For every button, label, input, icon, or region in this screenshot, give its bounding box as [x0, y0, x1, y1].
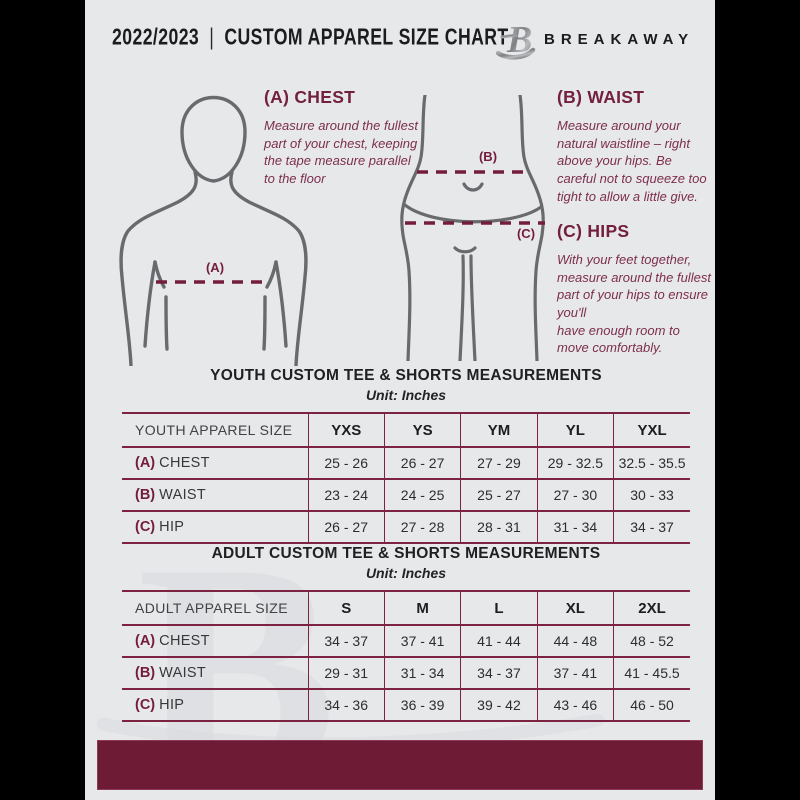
row-label: (C) HIP	[135, 519, 185, 535]
size-cell: 46 - 50	[613, 689, 690, 721]
hips-heading: (C) HIPS	[557, 221, 630, 241]
size-cell: 32.5 - 35.5	[613, 447, 690, 479]
youth-section: YOUTH CUSTOM TEE & SHORTS MEASUREMENTS U…	[122, 367, 690, 544]
waist-body-text: Measure around your natural waistline – …	[557, 118, 707, 204]
size-chart-page: B 2022/2023 | CUSTOM APPAREL SIZE CHART B …	[85, 0, 715, 800]
table-row: (C) HIP 26 - 27 27 - 28 28 - 31 31 - 34 …	[122, 511, 690, 543]
youth-size-table: YOUTH APPAREL SIZE YXS YS YM YL YXL (A) …	[122, 412, 690, 544]
column-header: YL	[536, 413, 614, 447]
row-label: (B) WAIST	[135, 665, 207, 681]
row-label: (A) CHEST	[135, 455, 210, 471]
size-cell: 34 - 36	[307, 689, 385, 721]
chest-instructions: (A) CHEST Measure around the fullest par…	[264, 87, 419, 188]
column-header: M	[383, 591, 461, 625]
size-cell: 24 - 25	[383, 479, 461, 511]
size-cell: 44 - 48	[536, 625, 614, 657]
title-text: CUSTOM APPAREL SIZE CHART	[224, 25, 509, 50]
column-header: L	[460, 591, 538, 625]
size-cell: 41 - 45.5	[613, 657, 690, 689]
table-row: (B) WAIST 29 - 31 31 - 34 34 - 37 37 - 4…	[122, 657, 690, 689]
chest-marker-label: (A)	[205, 260, 225, 275]
lower-body-figure	[400, 95, 545, 361]
upper-body-figure	[119, 96, 308, 366]
column-header: YM	[460, 413, 538, 447]
waist-marker-label: (B)	[478, 149, 498, 164]
page-title: 2022/2023 | CUSTOM APPAREL SIZE CHART	[112, 25, 509, 51]
table-row: (A) CHEST 25 - 26 26 - 27 27 - 29 29 - 3…	[122, 447, 690, 479]
column-header: XL	[536, 591, 614, 625]
column-header: YXL	[613, 413, 690, 447]
size-cell: 34 - 37	[307, 625, 385, 657]
size-cell: 37 - 41	[536, 657, 614, 689]
size-cell: 25 - 26	[307, 447, 385, 479]
size-cell: 26 - 27	[307, 511, 385, 543]
size-cell: 29 - 32.5	[536, 447, 614, 479]
size-cell: 29 - 31	[307, 657, 385, 689]
size-cell: 23 - 24	[307, 479, 385, 511]
size-cell: 39 - 42	[460, 689, 538, 721]
chest-heading: (A) CHEST	[264, 87, 356, 107]
hips-body-text: With your feet together, measure around …	[557, 252, 711, 356]
row-label: (C) HIP	[135, 697, 185, 713]
waist-heading: (B) WAIST	[557, 87, 645, 107]
table-row: (C) HIP 34 - 36 36 - 39 39 - 42 43 - 46 …	[122, 689, 690, 721]
adult-section: ADULT CUSTOM TEE & SHORTS MEASUREMENTS U…	[122, 545, 690, 722]
column-header: YS	[383, 413, 461, 447]
adult-table-title: ADULT CUSTOM TEE & SHORTS MEASUREMENTS	[211, 545, 601, 562]
breakaway-b-logo-icon: B	[496, 19, 536, 61]
size-cell: 31 - 34	[536, 511, 614, 543]
adult-size-table: ADULT APPAREL SIZE S M L XL 2XL (A) CHES…	[122, 590, 690, 722]
brand-name: BREAKAWAY	[544, 31, 695, 48]
size-cell: 34 - 37	[460, 657, 538, 689]
size-cell: 43 - 46	[536, 689, 614, 721]
hips-instructions: (C) HIPS With your feet together, measur…	[557, 221, 715, 357]
size-cell: 30 - 33	[613, 479, 690, 511]
size-cell: 26 - 27	[383, 447, 461, 479]
youth-table-unit: Unit: Inches	[365, 387, 447, 403]
column-header: ADULT APPAREL SIZE	[135, 600, 288, 616]
size-cell: 27 - 29	[460, 447, 538, 479]
title-divider: |	[209, 25, 215, 50]
hip-marker-label: (C)	[516, 226, 536, 241]
column-header: S	[307, 591, 385, 625]
size-cell: 37 - 41	[383, 625, 461, 657]
size-cell: 36 - 39	[383, 689, 461, 721]
column-header: YOUTH APPAREL SIZE	[135, 422, 293, 438]
size-cell: 28 - 31	[460, 511, 538, 543]
table-header-row: ADULT APPAREL SIZE S M L XL 2XL	[122, 591, 690, 625]
row-label: (A) CHEST	[135, 633, 210, 649]
table-row: (A) CHEST 34 - 37 37 - 41 41 - 44 44 - 4…	[122, 625, 690, 657]
adult-table-unit: Unit: Inches	[365, 565, 447, 581]
size-cell: 41 - 44	[460, 625, 538, 657]
column-header: 2XL	[613, 591, 690, 625]
footer-accent-bar	[97, 740, 703, 790]
table-row: (B) WAIST 23 - 24 24 - 25 25 - 27 27 - 3…	[122, 479, 690, 511]
size-cell: 48 - 52	[613, 625, 690, 657]
size-cell: 25 - 27	[460, 479, 538, 511]
column-header: YXS	[307, 413, 385, 447]
waist-instructions: (B) WAIST Measure around your natural wa…	[557, 87, 707, 205]
size-cell: 34 - 37	[613, 511, 690, 543]
row-label: (B) WAIST	[135, 487, 207, 503]
size-cell: 27 - 30	[536, 479, 614, 511]
size-cell: 31 - 34	[383, 657, 461, 689]
table-header-row: YOUTH APPAREL SIZE YXS YS YM YL YXL	[122, 413, 690, 447]
size-cell: 27 - 28	[383, 511, 461, 543]
title-year: 2022/2023	[112, 25, 200, 50]
youth-table-title: YOUTH CUSTOM TEE & SHORTS MEASUREMENTS	[210, 367, 602, 384]
chest-body-text: Measure around the fullest part of your …	[264, 118, 418, 187]
